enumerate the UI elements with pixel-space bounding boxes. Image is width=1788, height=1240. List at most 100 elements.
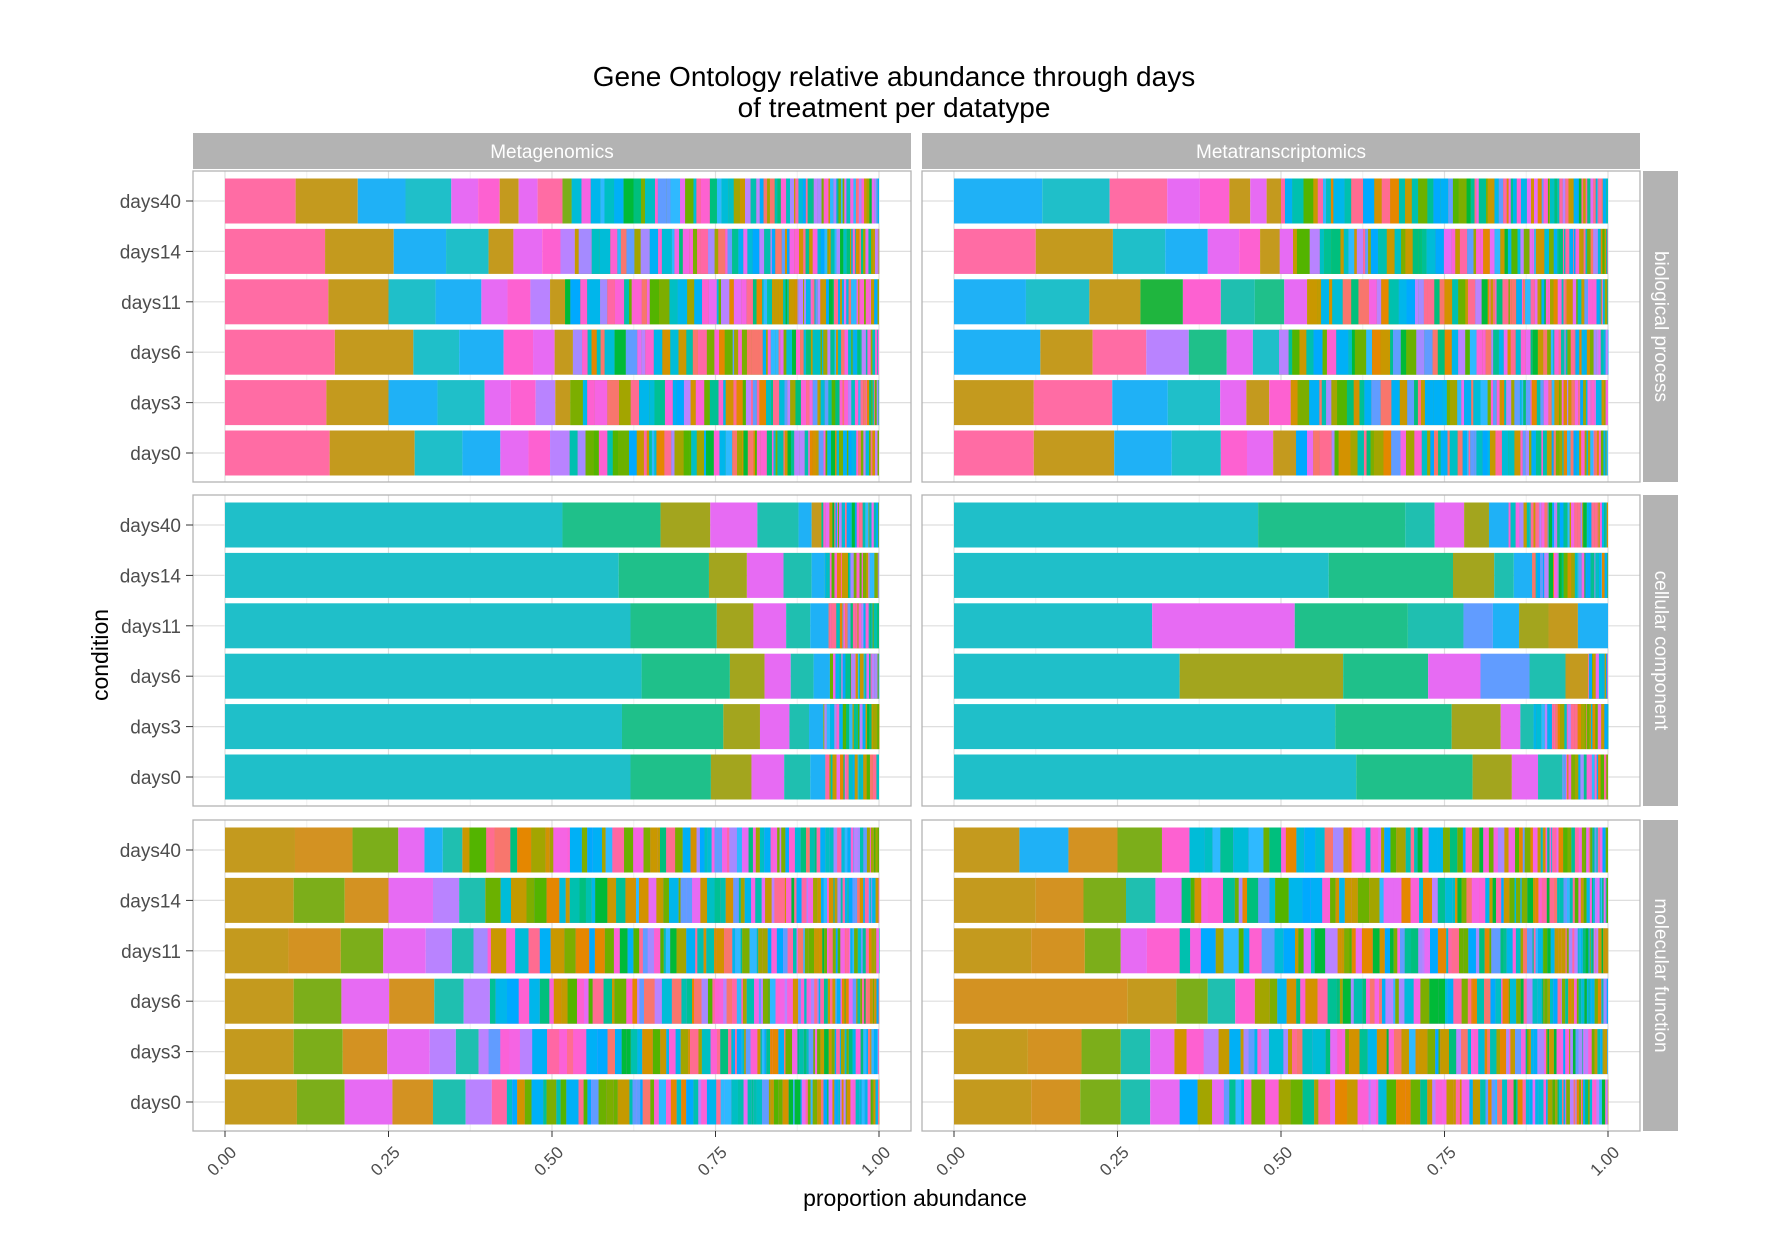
bar-tail-segment [682, 827, 691, 873]
bar-tail-segment [1603, 928, 1606, 974]
bar-tail-segment [850, 178, 854, 224]
bar-tail-segment [649, 228, 659, 274]
bar-tail-segment [854, 928, 858, 974]
bar-tail-segment [779, 827, 782, 873]
bar-tail-segment [1493, 380, 1497, 426]
bar-tail-segment [1578, 178, 1582, 224]
bar-tail-segment [597, 1029, 608, 1075]
bar-tail-segment [1434, 279, 1440, 325]
bar-tail-segment [1597, 178, 1599, 224]
bar-segment [1146, 329, 1189, 375]
bar-tail-segment [848, 329, 852, 375]
bar-segment [1220, 380, 1247, 426]
bar-tail-segment [857, 928, 862, 974]
bar-tail-segment [805, 1079, 808, 1125]
bar-tail-segment [517, 827, 532, 873]
bar-tail-segment [1604, 279, 1608, 325]
bar-tail-segment [834, 1079, 836, 1125]
bar-tail-segment [1369, 978, 1375, 1024]
bar-tail-segment [1476, 329, 1483, 375]
bar-tail-segment [1370, 430, 1374, 476]
bar-tail-segment [837, 877, 841, 923]
bar-tail-segment [1420, 1079, 1428, 1125]
y-tick-label: days0 [130, 768, 181, 789]
bar-tail-segment [658, 1079, 666, 1125]
bar-tail-segment [858, 754, 861, 800]
bar-tail-segment [741, 978, 743, 1024]
bar-tail-segment [1575, 1029, 1579, 1075]
bar-tail-segment [1302, 877, 1311, 923]
bar-tail-segment [1344, 178, 1352, 224]
bar-tail-segment [598, 1079, 607, 1125]
bar-tail-segment [829, 552, 832, 598]
bar-tail-segment [842, 653, 846, 699]
bar-tail-segment [856, 279, 859, 325]
bar-tail-segment [832, 754, 837, 800]
bar-tail-segment [878, 380, 880, 426]
bar-tail-segment [1591, 1029, 1595, 1075]
bar-tail-segment [1478, 877, 1486, 923]
bar-tail-segment [624, 827, 634, 873]
bar-tail-segment [1601, 178, 1603, 224]
bar-tail-segment [1470, 430, 1475, 476]
bar-tail-segment [1509, 877, 1515, 923]
bar-tail-segment [1388, 1029, 1394, 1075]
bar-tail-segment [1537, 827, 1541, 873]
bar-tail-segment [1413, 978, 1421, 1024]
bar-tail-segment [1251, 1079, 1266, 1125]
bar-tail-segment [1434, 430, 1439, 476]
bar-tail-segment [1567, 329, 1571, 375]
bar-tail-segment [1603, 329, 1606, 375]
bar-tail-segment [700, 877, 708, 923]
bar-tail-segment [1598, 178, 1602, 224]
bar-tail-segment [1386, 1029, 1389, 1075]
bar-tail-segment [603, 978, 612, 1024]
bar-tail-segment [837, 502, 839, 548]
bar-tail-segment [832, 928, 836, 974]
bar-tail-segment [1557, 502, 1560, 548]
bar-segment [784, 754, 811, 800]
bar-tail-segment [1218, 1029, 1230, 1075]
bar-tail-segment [877, 329, 878, 375]
bar-tail-segment [741, 329, 747, 375]
bar-tail-segment [1438, 1029, 1441, 1075]
bar-tail-segment [1442, 1079, 1447, 1125]
bar-tail-segment [801, 877, 807, 923]
bar-tail-segment [1549, 178, 1555, 224]
bar-tail-segment [1401, 228, 1406, 274]
bar-tail-segment [756, 1079, 763, 1125]
y-tick-label: days6 [130, 992, 181, 1013]
bar-tail-segment [1487, 380, 1491, 426]
bar-tail-segment [1536, 430, 1542, 476]
bar-tail-segment [850, 653, 852, 699]
bar-tail-segment [569, 827, 582, 873]
bar-tail-segment [1348, 228, 1355, 274]
bar-tail-segment [834, 1029, 837, 1075]
bar-tail-segment [759, 380, 767, 426]
bar-tail-segment [1342, 1029, 1346, 1075]
bar-tail-segment [714, 877, 721, 923]
bar-tail-segment [692, 877, 701, 923]
bar-tail-segment [1573, 228, 1574, 274]
bar-tail-segment [863, 1029, 867, 1075]
bar-tail-segment [834, 877, 837, 923]
bar-tail-segment [1333, 827, 1344, 873]
bar-tail-segment [861, 178, 865, 224]
bar-tail-segment [1483, 827, 1489, 873]
bar-tail-segment [1495, 279, 1497, 325]
bar-tail-segment [1465, 279, 1468, 325]
bar-tail-segment [1508, 827, 1514, 873]
bar-tail-segment [753, 1079, 757, 1125]
bar-tail-segment [1557, 552, 1559, 598]
bar-tail-segment [1449, 430, 1458, 476]
bar-tail-segment [756, 928, 759, 974]
bar-tail-segment [1243, 1029, 1249, 1075]
bar-segment [1220, 279, 1255, 325]
bar-tail-segment [1212, 827, 1221, 873]
bar-segment [500, 430, 529, 476]
bar-tail-segment [1351, 877, 1358, 923]
bar-tail-segment [1292, 178, 1304, 224]
bar-tail-segment [1433, 178, 1441, 224]
bar-tail-segment [1558, 928, 1562, 974]
bar-tail-segment [1531, 380, 1537, 426]
